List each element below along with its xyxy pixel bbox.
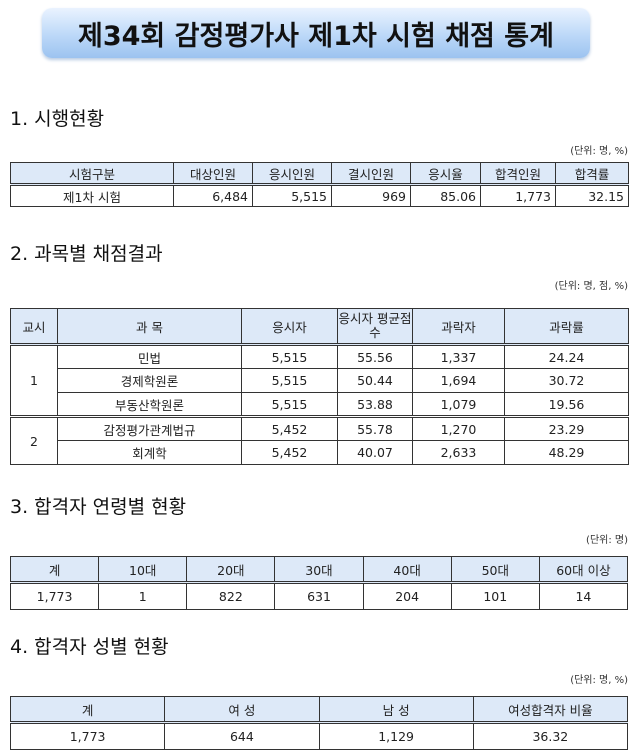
- table-row: 2 감정평가관계법규 5,452 55.78 1,270 23.29: [10, 416, 629, 465]
- section-1-heading: 1. 시행현황: [10, 108, 105, 130]
- gender-table: 계 여 성 남 성 여성합격자 비율 1,773 644 1,129 36.32: [9, 696, 629, 750]
- cell: 2,633: [412, 440, 505, 465]
- cell: 85.06: [410, 184, 481, 207]
- cell: 5,515: [241, 392, 338, 417]
- section-4-unit: (단위: 명, %): [570, 675, 628, 686]
- header-cell: 응시인원: [252, 162, 332, 186]
- table-row: 경제학원론 5,515 50.44 1,694 30.72: [11, 368, 629, 393]
- cell: 5,452: [241, 440, 338, 465]
- cell: 부동산학원론: [57, 392, 242, 417]
- cell: 경제학원론: [57, 368, 242, 393]
- cell: 감정평가관계법규: [57, 416, 242, 441]
- table-row: 1 민법 5,515 55.56 1,337 24.24: [10, 344, 629, 418]
- table-header-row: 시험구분 대상인원 응시인원 결시인원 응시율 합격인원 합격률: [10, 162, 629, 186]
- cell: 민법: [57, 344, 242, 369]
- cell: 50.44: [337, 368, 413, 393]
- cell: 1,079: [412, 392, 505, 417]
- section-2-heading: 2. 과목별 채점결과: [10, 243, 163, 265]
- cell: 30.72: [504, 368, 629, 393]
- header-cell: 응시자 평균점수: [337, 308, 413, 346]
- cell: 53.88: [337, 392, 413, 417]
- cell: 19.56: [504, 392, 629, 417]
- title-banner: 제34회 감정평가사 제1차 시험 채점 통계: [42, 8, 590, 58]
- cell: 631: [274, 582, 364, 610]
- cell: 969: [331, 184, 411, 207]
- header-cell: 과락자: [412, 308, 505, 346]
- cell: 5,452: [241, 416, 338, 441]
- header-cell: 여성합격자 비율: [472, 696, 629, 724]
- header-cell: 합격인원: [480, 162, 556, 186]
- cell: 14: [538, 582, 629, 610]
- header-cell: 10대: [98, 556, 188, 584]
- cell: 1,129: [318, 722, 474, 750]
- cell: 1,337: [412, 344, 505, 369]
- cell: 40.07: [337, 440, 413, 465]
- cell: 1: [98, 582, 188, 610]
- cell: 1,773: [9, 582, 100, 610]
- cell: 55.56: [337, 344, 413, 369]
- section-4-heading: 4. 합격자 성별 현황: [10, 636, 169, 658]
- header-cell: 남 성: [318, 696, 474, 724]
- period-cell: 1: [10, 344, 58, 418]
- cell: 204: [362, 582, 452, 610]
- header-cell: 응시율: [410, 162, 481, 186]
- header-cell: 응시자: [241, 308, 338, 346]
- cell: 36.32: [472, 722, 629, 750]
- header-cell: 대상인원: [173, 162, 253, 186]
- cell: 55.78: [337, 416, 413, 441]
- cell: 제1차 시험: [10, 184, 174, 207]
- cell: 101: [450, 582, 540, 610]
- exam-status-table: 시험구분 대상인원 응시인원 결시인원 응시율 합격인원 합격률 제1차 시험 …: [10, 162, 629, 207]
- header-cell: 50대: [450, 556, 540, 584]
- header-cell: 과락률: [504, 308, 629, 346]
- cell: 회계학: [57, 440, 242, 465]
- header-cell: 시험구분: [10, 162, 174, 186]
- cell: 24.24: [504, 344, 629, 369]
- header-cell: 결시인원: [331, 162, 411, 186]
- section-2-unit: (단위: 명, 점, %): [554, 281, 628, 292]
- section-1-unit: (단위: 명, %): [570, 146, 628, 157]
- header-cell: 과 목: [57, 308, 242, 346]
- subject-results-table: 교시 과 목 응시자 응시자 평균점수 과락자 과락률 1 민법 5,515 55.…: [10, 308, 629, 465]
- cell: 23.29: [504, 416, 629, 441]
- table-row: 부동산학원론 5,515 53.88 1,079 19.56: [10, 392, 629, 417]
- period-cell: 2: [10, 416, 58, 465]
- header-cell: 계: [9, 696, 166, 724]
- header-cell: 60대 이상: [538, 556, 629, 584]
- header-cell: 40대: [362, 556, 452, 584]
- cell: 5,515: [241, 368, 338, 393]
- header-cell: 30대: [274, 556, 364, 584]
- cell: 644: [164, 722, 320, 750]
- cell: 822: [186, 582, 276, 610]
- cell: 48.29: [504, 440, 629, 465]
- cell: 5,515: [241, 344, 338, 369]
- table-header-row: 교시 과 목 응시자 응시자 평균점수 과락자 과락률: [10, 308, 629, 346]
- table-row: 1,773 644 1,129 36.32: [9, 722, 629, 750]
- table-row: 회계학 5,452 40.07 2,633 48.29: [11, 440, 629, 465]
- cell: 5,515: [252, 184, 332, 207]
- cell: 1,773: [9, 722, 166, 750]
- header-cell: 합격률: [555, 162, 629, 186]
- cell: 6,484: [173, 184, 253, 207]
- table-header-row: 계 여 성 남 성 여성합격자 비율: [9, 696, 629, 724]
- cell: 1,694: [412, 368, 505, 393]
- table-header-row: 계 10대 20대 30대 40대 50대 60대 이상: [9, 556, 629, 584]
- cell: 32.15: [555, 184, 629, 207]
- cell: 1,270: [412, 416, 505, 441]
- cell: 1,773: [480, 184, 556, 207]
- header-cell: 여 성: [164, 696, 320, 724]
- section-3-unit: (단위: 명): [586, 535, 628, 546]
- age-table: 계 10대 20대 30대 40대 50대 60대 이상 1,773 1 822…: [9, 556, 629, 610]
- table-row: 1,773 1 822 631 204 101 14: [9, 582, 629, 610]
- header-cell: 교시: [10, 308, 58, 346]
- table-row: 제1차 시험 6,484 5,515 969 85.06 1,773 32.15: [10, 184, 629, 207]
- header-cell: 계: [9, 556, 100, 584]
- section-3-heading: 3. 합격자 연령별 현황: [10, 496, 187, 518]
- header-cell: 20대: [186, 556, 276, 584]
